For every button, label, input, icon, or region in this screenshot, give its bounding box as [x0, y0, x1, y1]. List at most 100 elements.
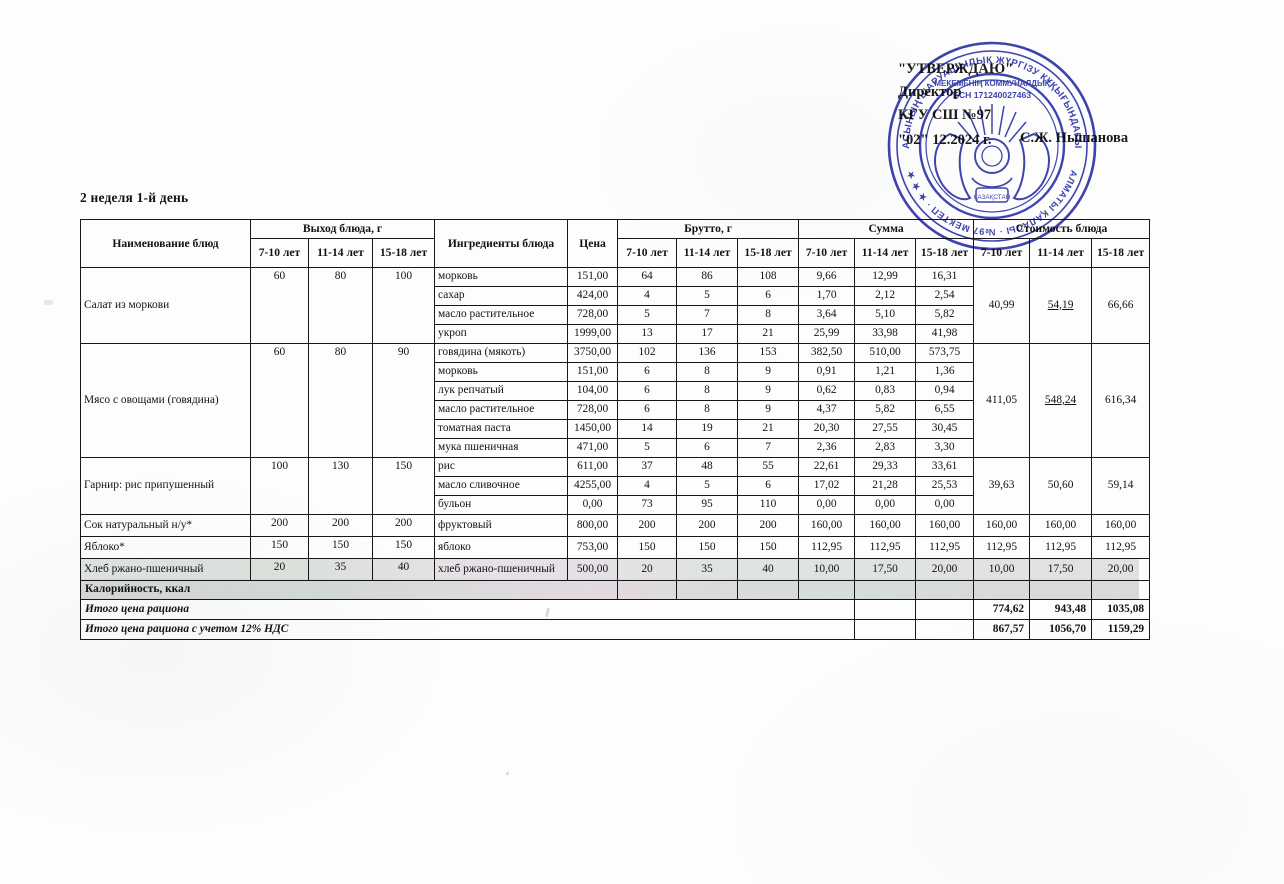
gross-cell-0: 6 [617, 381, 678, 402]
table-row: Гарнир: рис припушенный 100 130 150 рис 611,0… [80, 457, 1151, 516]
table-row: Сок натуральный н/у* 200 200 200 фруктовый 80… [80, 514, 1151, 538]
ingredient-price-cell: 3750,00 [567, 343, 619, 364]
sum-cell-2: 5,82 [915, 305, 975, 326]
table-row: укроп 1999,00 13 17 21 25,99 33,98 41,98 [81, 324, 1150, 345]
sum-cell-2: 2,54 [915, 286, 975, 307]
yield-cell-1: 80 [308, 343, 373, 459]
sum-cell-2: 6,55 [915, 400, 975, 421]
gross-cell-2: 153 [737, 343, 800, 364]
th-gross-age-2: 15-18 лет [737, 238, 800, 269]
calories-value-0 [973, 580, 1031, 601]
sum-cell-0: 0,91 [798, 362, 856, 383]
ingredient-name-cell: морковь [434, 267, 569, 288]
th-price: Цена [567, 218, 619, 269]
th-cost-age-0: 7-10 лет [973, 238, 1031, 269]
ingredient-price-cell: 500,00 [567, 558, 619, 582]
cost-cell-2: 160,00 [1091, 514, 1151, 538]
th-yield-group: Выход блюда, г [249, 218, 436, 240]
table-row: морковь 151,00 6 8 9 0,91 1,21 1,36 [81, 362, 1150, 383]
gross-cell-2: 200 [737, 514, 800, 538]
gross-cell-2: 6 [737, 476, 800, 497]
sum-cell-0: 10,00 [798, 558, 856, 582]
calories-value-2 [1091, 580, 1151, 601]
sum-cell-2: 1,36 [915, 362, 975, 383]
sum-cell-0: 3,64 [798, 305, 856, 326]
cost-cell-0: 10,00 [973, 558, 1031, 582]
ingredient-name-cell: фруктовый [434, 514, 569, 538]
yield-cell-1: 35 [308, 558, 373, 582]
gross-cell-0: 4 [617, 476, 678, 497]
sum-cell-1: 27,55 [854, 419, 917, 440]
dish-name-cell: Салат из моркови [80, 267, 251, 345]
cost-cell-2: 112,95 [1091, 536, 1151, 560]
yield-cell-0: 60 [250, 343, 309, 459]
ingredient-name-cell: масло растительное [434, 305, 569, 326]
calories-value-1 [1029, 580, 1093, 601]
th-sum-group: Сумма [798, 218, 975, 240]
cost-cell-0: 411,05 [973, 343, 1031, 459]
gross-cell-2: 40 [737, 558, 800, 582]
sum-cell-1: 29,33 [854, 457, 917, 478]
gross-cell-1: 48 [676, 457, 739, 478]
th-sum-age-2: 15-18 лет [915, 238, 975, 269]
gross-cell-0: 150 [617, 536, 678, 560]
yield-cell-0: 150 [250, 536, 309, 560]
gross-cell-2: 150 [737, 536, 800, 560]
gross-cell-1: 95 [676, 495, 739, 516]
sum-cell-0: 20,30 [798, 419, 856, 440]
ingredient-price-cell: 1999,00 [567, 324, 619, 345]
ingredient-price-cell: 424,00 [567, 286, 619, 307]
sum-cell-0: 22,61 [798, 457, 856, 478]
gross-cell-1: 200 [676, 514, 739, 538]
gross-cell-1: 150 [676, 536, 739, 560]
cost-cell-0: 39,63 [973, 457, 1031, 516]
sum-cell-0: 4,37 [798, 400, 856, 421]
ingredient-name-cell: говядина (мякоть) [434, 343, 569, 364]
th-sum-age-1: 11-14 лет [854, 238, 917, 269]
th-cost-age-2: 15-18 лет [1091, 238, 1151, 269]
total-ration-price-row: Итого цена рациона 774,62 943,48 1035,08 [79, 599, 1151, 621]
sum-cell-0: 160,00 [798, 514, 856, 538]
total-ration-price-value-0: 774,62 [973, 599, 1031, 621]
ingredient-name-cell: сахар [434, 286, 569, 307]
gross-cell-2: 55 [737, 457, 800, 478]
yield-cell-1: 200 [308, 514, 373, 538]
sum-cell-1: 33,98 [854, 324, 917, 345]
calories-blank-3 [798, 580, 856, 601]
gross-cell-2: 21 [737, 324, 800, 345]
ingredient-price-cell: 1450,00 [567, 419, 619, 440]
sum-cell-1: 1,21 [854, 362, 917, 383]
gross-cell-2: 21 [737, 419, 800, 440]
sum-cell-0: 17,02 [798, 476, 856, 497]
cost-cell-0: 40,99 [973, 267, 1031, 345]
yield-cell-1: 130 [308, 457, 373, 516]
sum-cell-2: 573,75 [915, 343, 975, 364]
th-gross-age-1: 11-14 лет [676, 238, 739, 269]
total-ration-price-value-1: 943,48 [1029, 599, 1093, 621]
ingredient-name-cell: томатная паста [434, 419, 569, 440]
sum-cell-0: 0,00 [798, 495, 856, 516]
calories-blank-2 [737, 580, 800, 601]
cost-cell-2: 66,66 [1091, 267, 1151, 345]
gross-cell-1: 17 [676, 324, 739, 345]
gross-cell-1: 5 [676, 286, 739, 307]
yield-cell-2: 100 [371, 267, 436, 345]
ingredient-name-cell: масло растительное [434, 400, 569, 421]
sum-cell-2: 33,61 [915, 457, 975, 478]
calories-label: Калорийность, ккал [79, 580, 619, 601]
ingredient-name-cell: бульон [434, 495, 569, 516]
ingredient-price-cell: 104,00 [567, 381, 619, 402]
calories-blank-5 [915, 580, 975, 601]
gross-cell-2: 9 [737, 400, 800, 421]
total-ration-price-label: Итого цена рациона [79, 599, 856, 621]
yield-cell-0: 60 [250, 267, 309, 345]
sum-cell-1: 510,00 [854, 343, 917, 364]
menu-table-container: Наименование блюд Выход блюда, г Ингреди… [79, 218, 1151, 641]
total-ration-price-vat-value-2: 1159,29 [1091, 619, 1151, 641]
gross-cell-0: 5 [617, 305, 678, 326]
gross-cell-2: 7 [737, 438, 800, 459]
sum-cell-2: 30,45 [915, 419, 975, 440]
gross-cell-2: 110 [737, 495, 800, 516]
cost-cell-1: 112,95 [1029, 536, 1093, 560]
ingredient-price-cell: 0,00 [567, 495, 619, 516]
